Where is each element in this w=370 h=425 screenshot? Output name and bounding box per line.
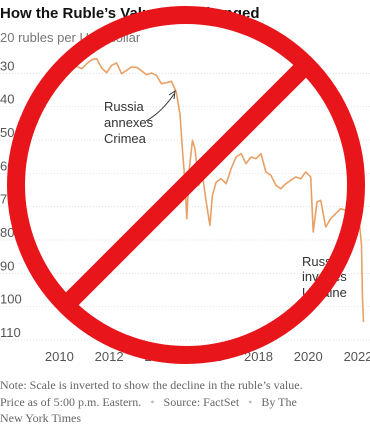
x-tick-label: 2012 <box>95 349 124 364</box>
y-tick-label: 40 <box>0 92 14 107</box>
svg-text:Price as of 5:00 p.m. Eastern.: Price as of 5:00 p.m. Eastern. • Source:… <box>0 395 297 409</box>
y-tick-label: 50 <box>0 125 14 140</box>
series-line <box>56 57 365 323</box>
prohibition-circle <box>7 6 365 364</box>
note-byline: By The <box>261 395 296 409</box>
note-source: Source: FactSet <box>164 395 240 409</box>
x-tick-label: 2022 <box>344 349 370 364</box>
x-tick-label: 2010 <box>45 349 74 364</box>
annotation-crimea-arrow <box>145 93 175 122</box>
chart-footnote: Note: Scale is inverted to show the decl… <box>0 378 303 425</box>
prohibition-slash <box>59 58 313 312</box>
note-price-time: Price as of 5:00 p.m. Eastern. <box>0 395 141 409</box>
note-separator-dot: • <box>150 395 154 409</box>
y-tick-label: 100 <box>0 292 22 307</box>
y-tick-label: 30 <box>0 58 14 73</box>
annotation-crimea: Russia annexes Crimea <box>104 89 176 146</box>
x-tick-label: 2018 <box>244 349 273 364</box>
note-byline-cont: New York Times <box>0 411 81 425</box>
annotation-crimea-line: annexes <box>104 115 154 130</box>
note-line: Note: Scale is inverted to show the decl… <box>0 378 303 392</box>
x-tick-label: 2020 <box>294 349 323 364</box>
annotation-crimea-line: Russia <box>104 99 145 114</box>
annotation-crimea-line: Crimea <box>104 131 147 146</box>
annotation-crimea-arrowhead <box>168 89 176 100</box>
prohibition-sign <box>7 6 365 364</box>
note-separator-dot: • <box>248 395 252 409</box>
svg-text:Russia annexes Cri: Russia annexes Crimea <box>104 99 157 146</box>
y-tick-label: 110 <box>0 325 21 340</box>
plot-lines <box>56 57 365 323</box>
y-tick-label: 80 <box>0 225 14 240</box>
y-tick-label: 90 <box>0 258 14 273</box>
